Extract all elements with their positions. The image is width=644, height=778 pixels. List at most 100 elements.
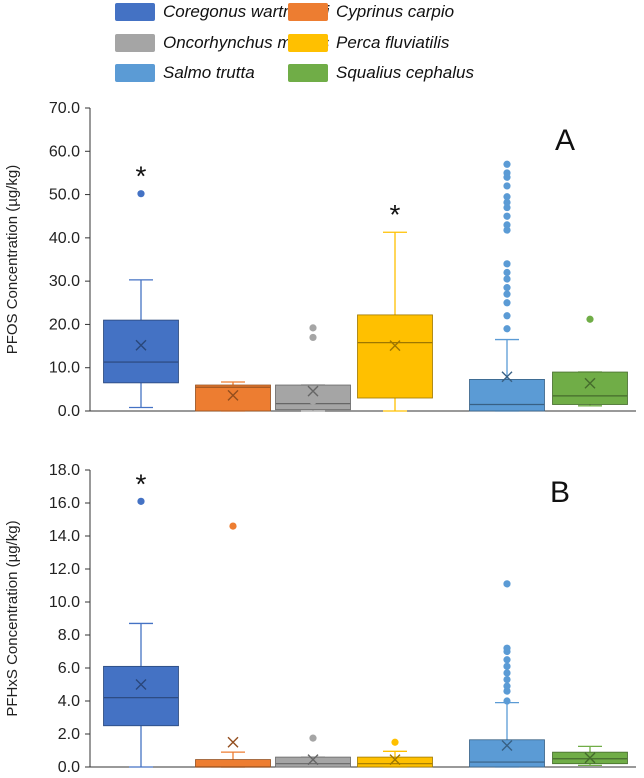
outlier-point [503,275,511,283]
mean-marker [307,754,319,766]
box-iqr [357,314,433,399]
outlier-point [309,333,317,342]
box-series-oncorhynchus-mykiss [275,734,351,768]
box-iqr [469,379,545,412]
outlier-point [503,284,511,292]
legend-item-squalius-cephalus: Squalius cephalus [288,62,474,84]
box-iqr [275,756,351,768]
outlier-point [309,734,317,742]
y-tick-label: 30.0 [49,273,80,290]
outlier-point [503,325,511,333]
outlier-point [503,160,511,168]
box-series-squalius-cephalus [552,745,628,766]
significance-star: * [136,161,147,192]
legend-label: Oncorhynchus mykiss [163,33,330,52]
outlier-point [309,324,317,332]
outlier-point [503,198,511,206]
y-tick-label: 18.0 [49,462,80,479]
box-iqr [195,384,271,412]
box-iqr [103,319,179,384]
legend-swatch [115,3,155,21]
mean-marker [135,679,147,690]
y-tick-label: 40.0 [49,230,80,247]
panel-label: B [550,476,570,509]
mean-marker [501,740,513,752]
box-series-perca-fluviatilis: * [357,199,433,412]
box-iqr [469,739,545,768]
legend-swatch [288,64,328,82]
box-iqr [357,756,433,768]
outlier-point [503,299,511,307]
legend-swatch [115,64,155,82]
outlier-point [229,522,237,530]
outlier-point [503,682,511,690]
outlier-point [503,687,511,695]
y-tick-label: 0.0 [58,759,80,776]
box-series-coregonus-wartmanni: * [103,468,179,768]
mean-marker [584,377,596,389]
legend-label: Perca fluviatilis [336,33,450,52]
outlier-point [503,697,511,705]
outlier-point [137,497,145,505]
y-tick-label: 10.0 [49,360,80,377]
outlier-point [503,221,511,229]
legend-label: Salmo trutta [163,63,255,82]
outlier-point [503,656,511,664]
box-iqr [195,759,271,768]
mean-marker [227,736,239,748]
outlier-point [586,315,594,323]
y-tick-label: 14.0 [49,528,80,545]
outlier-point [391,738,399,746]
outlier-point [503,203,511,212]
y-tick-label: 60.0 [49,143,80,160]
box-series-squalius-cephalus [552,315,628,407]
legend-label: Cyprinus carpio [336,2,455,21]
y-tick-label: 4.0 [58,693,80,710]
outlier-point [503,268,511,277]
mean-marker [501,371,513,383]
chart-panel-a: 0.0 10.0 20.0 30.0 40.0 50.0 60.0 70.0 PFOS Conc… [4,100,636,420]
y-axis-title: PFOS Concentration (µg/kg) [4,165,21,355]
outlier-point [503,193,511,201]
outlier-point [503,212,511,220]
panel-label: A [555,124,575,157]
outlier-point [503,312,511,320]
y-tick-label: 2.0 [58,726,80,743]
legend-item-oncorhynchus-mykiss: Oncorhynchus mykiss [115,32,329,54]
y-tick-label: 20.0 [49,316,80,333]
outlier-point [503,260,511,268]
box-series-oncorhynchus-mykiss [275,324,351,412]
mean-marker [584,752,596,764]
outlier-point [503,669,511,677]
y-tick-label: 10.0 [49,594,80,611]
significance-star: * [136,468,147,499]
mean-marker [135,339,147,351]
legend-item-salmo-trutta: Salmo trutta [115,62,255,84]
outlier-point [503,182,511,190]
box-series-cyprinus-carpio [195,381,271,412]
outlier-point [503,226,511,234]
outlier-point [503,290,511,298]
y-tick-label: 0.0 [58,403,80,420]
outlier-point [503,644,511,652]
box-series-salmo-trutta [469,160,545,412]
y-tick-label: 6.0 [58,660,80,677]
legend-label: Coregonus wartmanni [163,2,330,21]
outlier-point [309,397,317,405]
mean-marker [307,385,319,397]
y-tick-label: 12.0 [49,561,80,578]
box-iqr [552,371,628,405]
legend-swatch [288,3,328,21]
legend-item-cyprinus-carpio: Cyprinus carpio [288,1,454,23]
chart-panel-b: 0.0 2.0 4.0 6.0 8.0 10.0 12.0 14.0 16.0 18.0 PFHxS… [4,462,636,776]
outlier-point [503,675,511,684]
legend-swatch [115,34,155,52]
legend-item-coregonus-wartmanni: Coregonus wartmanni [115,1,329,23]
box-series-cyprinus-carpio [195,522,271,768]
box-iqr [275,384,351,411]
box-iqr [103,665,179,727]
legend-item-perca-fluviatilis: Perca fluviatilis [288,32,449,54]
mean-marker [227,389,239,401]
box-series-salmo-trutta [469,580,545,768]
